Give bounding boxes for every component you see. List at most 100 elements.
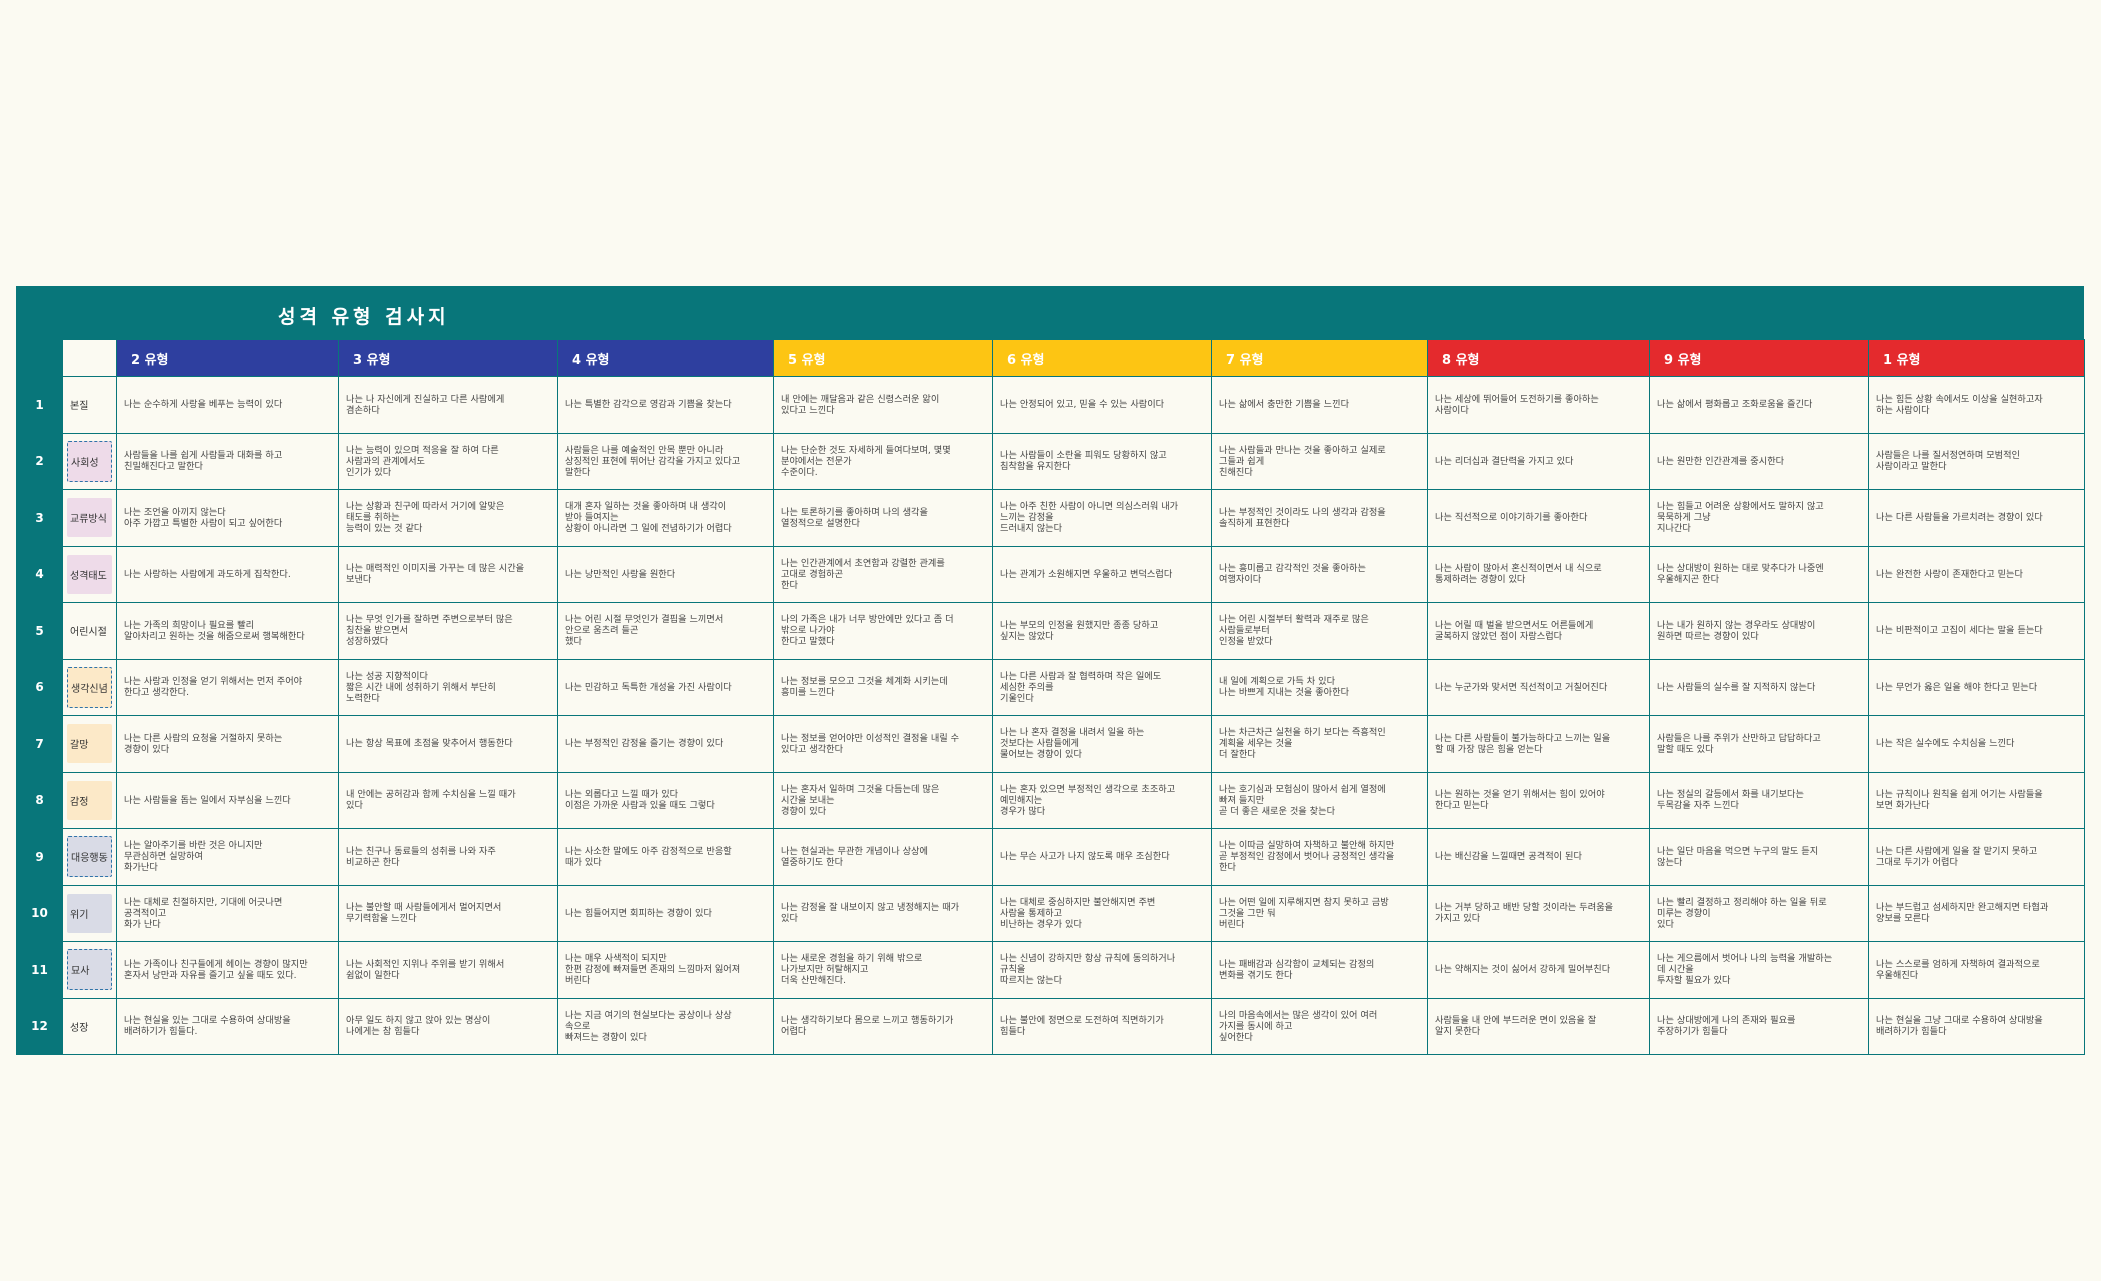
statement-cell[interactable]: 나는 외롭다고 느낄 때가 있다 이점은 가까운 사람과 있을 때도 그렇다 bbox=[557, 771, 774, 829]
statement-cell[interactable]: 나는 완전한 사랑이 존재한다고 믿는다 bbox=[1868, 545, 2085, 603]
statement-cell[interactable]: 나는 삶에서 충만한 기쁨을 느낀다 bbox=[1211, 376, 1428, 434]
statement-cell[interactable]: 나는 안정되어 있고, 믿을 수 있는 사람이다 bbox=[992, 376, 1212, 434]
statement-cell[interactable]: 나는 정보를 얻어야만 이성적인 결정을 내릴 수 있다고 생각한다 bbox=[773, 715, 993, 773]
statement-cell[interactable]: 나는 사람이 많아서 혼신적이면서 내 식으로 통제하려는 경향이 있다 bbox=[1427, 545, 1650, 603]
statement-cell[interactable]: 나는 사람들을 돕는 일에서 자부심을 느낀다 bbox=[116, 771, 339, 829]
statement-cell[interactable]: 나는 대체로 중심하지만 불안해지면 주변 사람을 통제하고 비난하는 경우가 … bbox=[992, 884, 1212, 942]
statement-cell[interactable]: 나는 순수하게 사랑을 베푸는 능력이 있다 bbox=[116, 376, 339, 434]
statement-cell[interactable]: 나는 사소한 말에도 아주 감정적으로 반응할 때가 있다 bbox=[557, 828, 774, 886]
statement-cell[interactable]: 사람들을 내 안에 부드러운 면이 있음을 잘 알지 못한다 bbox=[1427, 997, 1650, 1055]
statement-cell[interactable]: 나는 직선적으로 이야기하기를 좋아한다 bbox=[1427, 489, 1650, 547]
statement-cell[interactable]: 나는 매우 사색적이 되지만 한편 감정에 빠져들면 존재의 느낌마저 잃어져 … bbox=[557, 941, 774, 999]
statement-cell[interactable]: 나는 낭만적인 사랑을 원한다 bbox=[557, 545, 774, 603]
statement-cell[interactable]: 나는 부정적인 감정을 즐기는 경향이 있다 bbox=[557, 715, 774, 773]
statement-cell[interactable]: 나는 알아주기를 바란 것은 아니지만 무관심하면 실망하여 화가난다 bbox=[116, 828, 339, 886]
statement-cell[interactable]: 나는 비판적이고 고집이 세다는 말을 듣는다 bbox=[1868, 602, 2085, 660]
statement-cell[interactable]: 나는 불안에 정면으로 도전하여 직면하기가 힘들다 bbox=[992, 997, 1212, 1055]
statement-cell[interactable]: 나는 지금 여기의 현실보다는 공상이나 상상 속으로 빠져드는 경향이 있다 bbox=[557, 997, 774, 1055]
statement-cell[interactable]: 나는 힘들고 어려운 상황에서도 말하지 않고 묵묵하게 그냥 지나간다 bbox=[1649, 489, 1869, 547]
statement-cell[interactable]: 사람들을 나를 쉽게 사람들과 대화를 하고 친밀해진다고 말한다 bbox=[116, 432, 339, 490]
statement-cell[interactable]: 나는 불안할 때 사람들에게서 멀어지면서 무기력함을 느낀다 bbox=[338, 884, 558, 942]
statement-cell[interactable]: 나는 일단 마음을 먹으면 누구의 말도 듣지 않는다 bbox=[1649, 828, 1869, 886]
statement-cell[interactable]: 나는 성공 지향적이다 짧은 시간 내에 성취하기 위해서 부단히 노력한다 bbox=[338, 658, 558, 716]
statement-cell[interactable]: 나는 게으름에서 벗어나 나의 능력을 개발하는 데 시간을 투자할 필요가 있… bbox=[1649, 941, 1869, 999]
statement-cell[interactable]: 나는 호기심과 모험심이 많아서 쉽게 열정에 빠져 들지만 곧 더 좋은 새로… bbox=[1211, 771, 1428, 829]
statement-cell[interactable]: 나는 관계가 소원해지면 우울하고 변덕스럽다 bbox=[992, 545, 1212, 603]
statement-cell[interactable]: 나의 가족은 내가 너무 방안에만 있다고 좀 더 밖으로 나가야 한다고 말했… bbox=[773, 602, 993, 660]
statement-cell[interactable]: 나는 흥미롭고 감각적인 것을 좋아하는 여행자이다 bbox=[1211, 545, 1428, 603]
statement-cell[interactable]: 아무 일도 하지 않고 앉아 있는 명상이 나에게는 참 힘들다 bbox=[338, 997, 558, 1055]
statement-cell[interactable]: 나는 사랑하는 사람에게 과도하게 집착한다. bbox=[116, 545, 339, 603]
statement-cell[interactable]: 나는 힘든 상황 속에서도 이상을 실현하고자 하는 사람이다 bbox=[1868, 376, 2085, 434]
statement-cell[interactable]: 나는 인간관계에서 초연함과 강렬한 관계를 고대로 경험하곤 한다 bbox=[773, 545, 993, 603]
statement-cell[interactable]: 나는 누군가와 맞서면 직선적이고 거칠어진다 bbox=[1427, 658, 1650, 716]
statement-cell[interactable]: 나는 다른 사람에게 일을 잘 맡기지 못하고 그대로 두기가 어렵다 bbox=[1868, 828, 2085, 886]
statement-cell[interactable]: 나는 다른 사람의 요청을 거절하지 못하는 경향이 있다 bbox=[116, 715, 339, 773]
statement-cell[interactable]: 나는 조언을 아끼지 않는다 아주 가깝고 특별한 사람이 되고 싶어한다 bbox=[116, 489, 339, 547]
statement-cell[interactable]: 나는 현실을 있는 그대로 수용하여 상대방을 배려하기가 힘들다. bbox=[116, 997, 339, 1055]
statement-cell[interactable]: 나는 항상 목표에 초점을 맞추어서 행동한다 bbox=[338, 715, 558, 773]
statement-cell[interactable]: 나는 단순한 것도 자세하게 들여다보며, 몇몇 분야에서는 전문가 수준이다. bbox=[773, 432, 993, 490]
statement-cell[interactable]: 나는 이따금 실망하여 자책하고 불안해 하지만 곧 부정적인 감정에서 벗어나… bbox=[1211, 828, 1428, 886]
statement-cell[interactable]: 나는 나 자신에게 진실하고 다른 사람에게 겸손하다 bbox=[338, 376, 558, 434]
statement-cell[interactable]: 나는 무언가 옳은 일을 해야 한다고 믿는다 bbox=[1868, 658, 2085, 716]
statement-cell[interactable]: 나는 토론하기를 좋아하며 나의 생각을 열정적으로 설명한다 bbox=[773, 489, 993, 547]
statement-cell[interactable]: 사람들은 나를 주위가 산만하고 답답하다고 말할 때도 있다 bbox=[1649, 715, 1869, 773]
statement-cell[interactable]: 나는 사회적인 지위나 주위를 받기 위해서 쉼없이 일한다 bbox=[338, 941, 558, 999]
statement-cell[interactable]: 나는 차근차근 실천을 하기 보다는 즉흥적인 계획을 세우는 것을 더 잘한다 bbox=[1211, 715, 1428, 773]
statement-cell[interactable]: 나는 혼자서 일하며 그것을 다듬는데 많은 시간을 보내는 경향이 있다 bbox=[773, 771, 993, 829]
statement-cell[interactable]: 나는 다른 사람들이 불가능하다고 느끼는 일을 할 때 가장 많은 힘을 얻는… bbox=[1427, 715, 1650, 773]
statement-cell[interactable]: 나는 작은 실수에도 수치심을 느낀다 bbox=[1868, 715, 2085, 773]
statement-cell[interactable]: 나는 매력적인 이미지를 가꾸는 데 많은 시간을 보낸다 bbox=[338, 545, 558, 603]
statement-cell[interactable]: 나는 약해지는 것이 싫어서 강하게 밀어부친다 bbox=[1427, 941, 1650, 999]
statement-cell[interactable]: 나는 원하는 것을 얻기 위해서는 힘이 있어야 한다고 믿는다 bbox=[1427, 771, 1650, 829]
statement-cell[interactable]: 나는 리더십과 결단력을 가지고 있다 bbox=[1427, 432, 1650, 490]
statement-cell[interactable]: 나는 나 혼자 결정을 내려서 일을 하는 것보다는 사람들에게 물어보는 경향… bbox=[992, 715, 1212, 773]
statement-cell[interactable]: 나는 패배감과 심각함이 교체되는 감정의 변화를 겪기도 한다 bbox=[1211, 941, 1428, 999]
statement-cell[interactable]: 나는 특별한 감각으로 영감과 기쁨을 찾는다 bbox=[557, 376, 774, 434]
statement-cell[interactable]: 나는 다른 사람들을 가르치려는 경향이 있다 bbox=[1868, 489, 2085, 547]
statement-cell[interactable]: 나는 신념이 강하지만 항상 규칙에 동의하거나 규칙을 따르지는 않는다 bbox=[992, 941, 1212, 999]
statement-cell[interactable]: 나는 능력이 있으며 적응을 잘 하여 다른 사람과의 관계에서도 인기가 있다 bbox=[338, 432, 558, 490]
statement-cell[interactable]: 나는 스스로를 엄하게 자책하여 결과적으로 우울해진다 bbox=[1868, 941, 2085, 999]
statement-cell[interactable]: 나는 가족의 희망이나 필요를 빨리 알아차리고 원하는 것을 해줌으로써 행복… bbox=[116, 602, 339, 660]
statement-cell[interactable]: 나는 상황과 친구에 따라서 거기에 알맞은 태도를 취하는 능력이 있는 것 … bbox=[338, 489, 558, 547]
statement-cell[interactable]: 나는 생각하기보다 몸으로 느끼고 행동하기가 어렵다 bbox=[773, 997, 993, 1055]
statement-cell[interactable]: 나는 원만한 인간관계를 중시한다 bbox=[1649, 432, 1869, 490]
statement-cell[interactable]: 나는 혼자 있으면 부정적인 생각으로 초조하고 예민해지는 경우가 많다 bbox=[992, 771, 1212, 829]
statement-cell[interactable]: 나는 아주 친한 사람이 아니면 의심스러워 내가 느끼는 감정을 드러내지 않… bbox=[992, 489, 1212, 547]
statement-cell[interactable]: 나는 사람들의 실수를 잘 지적하지 않는다 bbox=[1649, 658, 1869, 716]
statement-cell[interactable]: 나는 배신감을 느낄때면 공격적이 된다 bbox=[1427, 828, 1650, 886]
statement-cell[interactable]: 나는 빨리 결정하고 정리해야 하는 일을 뒤로 미루는 경향이 있다 bbox=[1649, 884, 1869, 942]
statement-cell[interactable]: 나는 사랑과 인정을 얻기 위해서는 먼저 주어야 한다고 생각한다. bbox=[116, 658, 339, 716]
statement-cell[interactable]: 나는 어린 시절부터 활력과 재주로 많은 사람들로부터 인정을 받았다 bbox=[1211, 602, 1428, 660]
statement-cell[interactable]: 나는 내가 원하지 않는 경우라도 상대방이 원하면 따르는 경향이 있다 bbox=[1649, 602, 1869, 660]
statement-cell[interactable]: 나는 가족이나 친구들에게 헤이는 경향이 많지만 혼자서 낭만과 자유를 즐기… bbox=[116, 941, 339, 999]
statement-cell[interactable]: 나는 현실과는 무관한 개념이나 상상에 열중하기도 한다 bbox=[773, 828, 993, 886]
statement-cell[interactable]: 나는 정보를 모으고 그것을 체계화 시키는데 흥미를 느낀다 bbox=[773, 658, 993, 716]
statement-cell[interactable]: 내 안에는 공허감과 함께 수치심을 느낄 때가 있다 bbox=[338, 771, 558, 829]
statement-cell[interactable]: 나는 어릴 때 벌을 받으면서도 어른들에게 굴복하지 않았던 점이 자랑스럽다 bbox=[1427, 602, 1650, 660]
statement-cell[interactable]: 나는 어린 시절 무엇인가 결핍을 느끼면서 안으로 움츠려 들곤 했다 bbox=[557, 602, 774, 660]
statement-cell[interactable]: 나는 부정적인 것이라도 나의 생각과 감정을 솔직하게 표현한다 bbox=[1211, 489, 1428, 547]
statement-cell[interactable]: 나는 힘들어지면 회피하는 경향이 있다 bbox=[557, 884, 774, 942]
statement-cell[interactable]: 나는 대체로 친절하지만, 기대에 어긋나면 공격적이고 화가 난다 bbox=[116, 884, 339, 942]
statement-cell[interactable]: 나는 상대방에게 나의 존재와 필요를 주장하기가 힘들다 bbox=[1649, 997, 1869, 1055]
statement-cell[interactable]: 나의 마음속에서는 많은 생각이 있어 여러 가지를 동시에 하고 싶어한다 bbox=[1211, 997, 1428, 1055]
statement-cell[interactable]: 나는 부드럽고 섬세하지만 완고해지면 타협과 양보를 모른다 bbox=[1868, 884, 2085, 942]
statement-cell[interactable]: 나는 어떤 일에 지루해지면 참지 못하고 금방 그것을 그만 둬 버린다 bbox=[1211, 884, 1428, 942]
statement-cell[interactable]: 나는 현실을 그냥 그대로 수용하여 상대방을 배려하기가 힘들다 bbox=[1868, 997, 2085, 1055]
statement-cell[interactable]: 나는 정실의 갈등에서 화를 내기보다는 두목감을 자주 느낀다 bbox=[1649, 771, 1869, 829]
statement-cell[interactable]: 나는 거부 당하고 배반 당할 것이라는 두려움을 가지고 있다 bbox=[1427, 884, 1650, 942]
statement-cell[interactable]: 나는 사람들이 소란을 피워도 당황하지 않고 침착함을 유지한다 bbox=[992, 432, 1212, 490]
statement-cell[interactable]: 나는 감정을 잘 내보이지 않고 냉정해지는 때가 있다 bbox=[773, 884, 993, 942]
statement-cell[interactable]: 나는 삶에서 평화롭고 조화로움을 즐긴다 bbox=[1649, 376, 1869, 434]
statement-cell[interactable]: 나는 무엇 인가를 잘하면 주변으로부터 많은 칭찬을 받으면서 성장하였다 bbox=[338, 602, 558, 660]
statement-cell[interactable]: 나는 상대방이 원하는 대로 맞추다가 나중엔 우울해지곤 한다 bbox=[1649, 545, 1869, 603]
statement-cell[interactable]: 나는 친구나 동료들의 성취를 나와 자주 비교하곤 한다 bbox=[338, 828, 558, 886]
statement-cell[interactable]: 나는 부모의 인정을 원했지만 종종 당하고 싶지는 않았다 bbox=[992, 602, 1212, 660]
statement-cell[interactable]: 나는 무슨 사고가 나지 않도록 매우 조심한다 bbox=[992, 828, 1212, 886]
statement-cell[interactable]: 나는 규칙이나 원칙을 쉽게 어기는 사람들을 보면 화가난다 bbox=[1868, 771, 2085, 829]
statement-cell[interactable]: 나는 사람들과 만나는 것을 좋아하고 실제로 그들과 쉽게 친해진다 bbox=[1211, 432, 1428, 490]
statement-cell[interactable]: 나는 세상에 뛰어들어 도전하기를 좋아하는 사람이다 bbox=[1427, 376, 1650, 434]
